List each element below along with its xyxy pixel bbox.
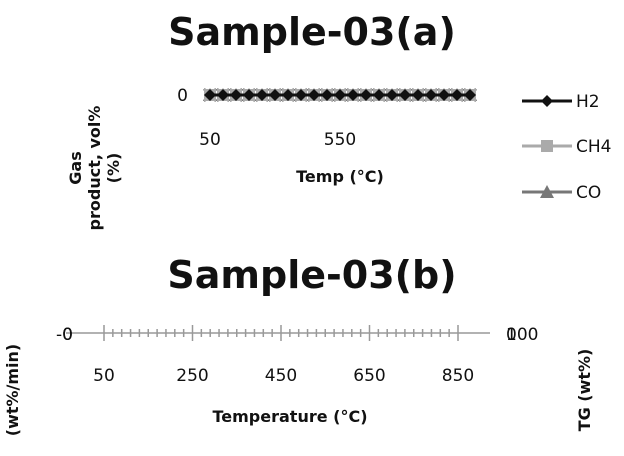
chart-a-point (308, 89, 320, 101)
chart-a-point (295, 89, 307, 101)
chart-a-point (360, 89, 372, 101)
chart-a-y-label: Gasproduct, vol%(%) (66, 106, 123, 231)
chart-a-point (425, 89, 437, 101)
chart-a-point (412, 89, 424, 101)
chart-b-x-tick: 450 (265, 366, 297, 386)
chart-a-x-tick: 50 (199, 130, 221, 150)
chart-a-point (438, 89, 450, 101)
chart-a-x-label: Temp (°C) (296, 167, 384, 186)
chart-b-y-left-tick: -0 (56, 325, 73, 345)
chart-b-y-right-tick: 0 (506, 325, 517, 345)
chart-a-point (321, 89, 333, 101)
chart-a-point (399, 89, 411, 101)
chart-a-legend-marker-2 (540, 185, 554, 198)
chart-b-y2-label: TG (wt%) (575, 349, 594, 432)
chart-a-point (451, 89, 463, 101)
chart-b-x-tick: 50 (93, 366, 115, 386)
chart-a-point (217, 89, 229, 101)
chart-a-legend-marker-1 (541, 140, 553, 152)
chart-a-point (386, 89, 398, 101)
chart-a-point (269, 89, 281, 101)
chart-b-y-left-tick: 0 (62, 325, 73, 345)
chart-b-x-label: Temperature (°C) (212, 407, 367, 426)
chart-a-point (334, 89, 346, 101)
chart-a-legend-label-2: CO (576, 183, 601, 203)
chart-a-point (204, 89, 216, 101)
chart-a-legend-marker-0 (541, 95, 553, 107)
chart-a-point (256, 89, 268, 101)
chart-a-point (373, 89, 385, 101)
chart-a-point (230, 89, 242, 101)
chart-a-point (282, 89, 294, 101)
chart-a-y-tick: 0 (177, 86, 188, 106)
chart-b-y-right-tick: 100 (506, 325, 538, 345)
chart-a-point (347, 89, 359, 101)
chart-a-legend-label-0: H2 (576, 92, 600, 112)
chart-b-x-tick: 850 (442, 366, 474, 386)
chart-a-point (243, 89, 255, 101)
chart-b-x-tick: 650 (353, 366, 385, 386)
chart-a-title: Sample-03(a) (168, 10, 456, 54)
chart-b-x-tick: 250 (176, 366, 208, 386)
chart-a-point (464, 89, 476, 101)
chart-b-title: Sample-03(b) (167, 253, 457, 297)
chart-a-x-tick: 550 (324, 130, 356, 150)
chart-b-y-label: (wt%/min) (3, 344, 22, 436)
chart-a-legend-label-1: CH4 (576, 137, 611, 157)
